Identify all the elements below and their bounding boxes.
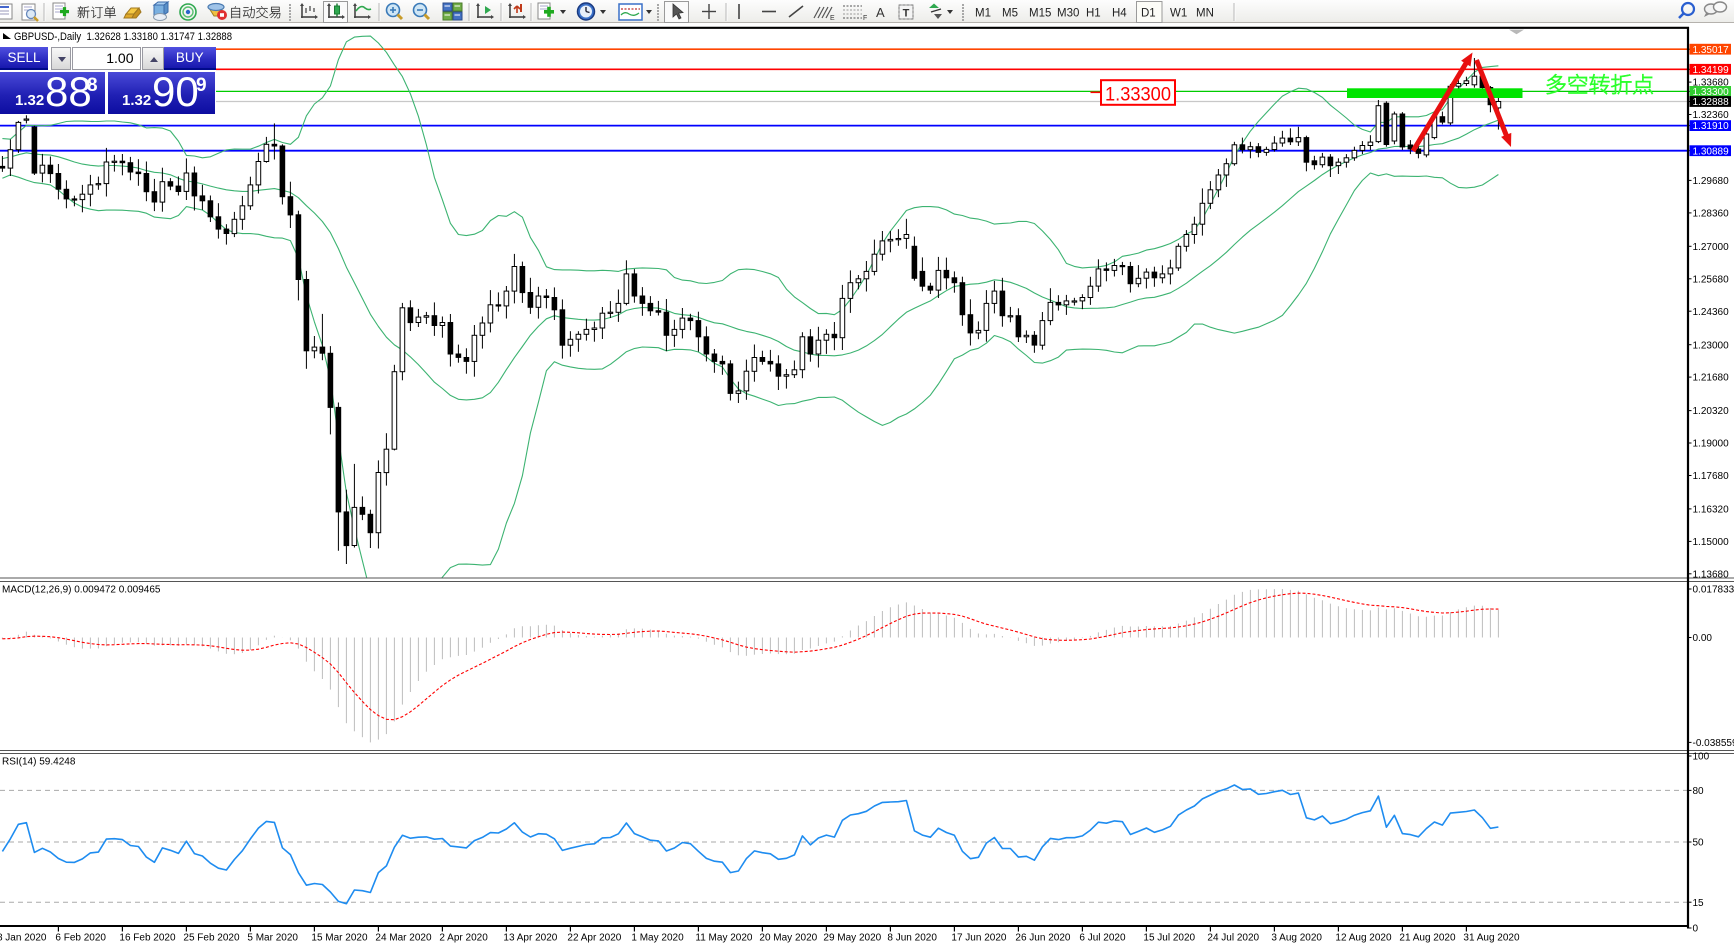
svg-text:1.33300: 1.33300 <box>1693 87 1730 98</box>
svg-text:-0.038559: -0.038559 <box>1693 738 1734 749</box>
svg-text:100: 100 <box>1693 752 1710 763</box>
svg-text:15 Mar 2020: 15 Mar 2020 <box>311 933 368 944</box>
svg-text:T: T <box>903 8 910 20</box>
svg-text:1.19000: 1.19000 <box>1693 439 1730 450</box>
svg-text:12 Aug 2020: 12 Aug 2020 <box>1335 933 1392 944</box>
svg-text:1.20320: 1.20320 <box>1693 406 1730 417</box>
svg-text:1.32360: 1.32360 <box>1693 110 1730 121</box>
svg-text:1.17680: 1.17680 <box>1693 471 1730 482</box>
svg-text:5 Mar 2020: 5 Mar 2020 <box>247 933 298 944</box>
svg-text:28 Jan 2020: 28 Jan 2020 <box>0 933 47 944</box>
svg-text:1.24360: 1.24360 <box>1693 307 1730 318</box>
svg-text:1.25680: 1.25680 <box>1693 274 1730 285</box>
svg-text:D1: D1 <box>1141 8 1156 20</box>
svg-text:8 Jun 2020: 8 Jun 2020 <box>887 933 937 944</box>
svg-text:29 May 2020: 29 May 2020 <box>823 933 881 944</box>
svg-text:1.13680: 1.13680 <box>1693 569 1730 580</box>
svg-text:GBPUSD-,Daily 1.32628 1.33180: GBPUSD-,Daily 1.32628 1.33180 1.31747 1.… <box>14 31 232 43</box>
svg-text:M5: M5 <box>1002 8 1018 20</box>
svg-text:26 Jun 2020: 26 Jun 2020 <box>1015 933 1070 944</box>
svg-text:M15: M15 <box>1029 8 1051 20</box>
svg-text:1.34199: 1.34199 <box>1693 65 1730 76</box>
svg-text:F: F <box>863 15 867 22</box>
svg-text:A: A <box>876 5 885 20</box>
svg-text:1.27000: 1.27000 <box>1693 242 1730 253</box>
svg-text:1.28360: 1.28360 <box>1693 209 1730 220</box>
svg-text:1.33680: 1.33680 <box>1693 78 1730 89</box>
svg-text:M30: M30 <box>1057 8 1079 20</box>
svg-text:1.31910: 1.31910 <box>1693 121 1730 132</box>
svg-text:24 Jul 2020: 24 Jul 2020 <box>1207 933 1259 944</box>
svg-text:RSI(14) 59.4248: RSI(14) 59.4248 <box>2 757 76 768</box>
svg-text:80: 80 <box>1693 786 1705 797</box>
svg-text:1.33300: 1.33300 <box>1105 83 1171 105</box>
svg-text:1.15000: 1.15000 <box>1693 537 1730 548</box>
svg-text:1.29680: 1.29680 <box>1693 176 1730 187</box>
svg-text:3 Aug 2020: 3 Aug 2020 <box>1271 933 1322 944</box>
svg-text:1.30889: 1.30889 <box>1693 146 1730 157</box>
svg-text:25 Feb 2020: 25 Feb 2020 <box>183 933 240 944</box>
svg-text:0.00: 0.00 <box>1693 633 1713 644</box>
svg-text:MN: MN <box>1196 8 1214 20</box>
svg-text:W1: W1 <box>1170 8 1187 20</box>
svg-text:31 Aug 2020: 31 Aug 2020 <box>1463 933 1520 944</box>
svg-text:17 Jun 2020: 17 Jun 2020 <box>951 933 1006 944</box>
svg-text:11 May 2020: 11 May 2020 <box>695 933 753 944</box>
svg-text:0.017833: 0.017833 <box>1693 585 1734 596</box>
svg-text:1.23000: 1.23000 <box>1693 340 1730 351</box>
svg-text:M1: M1 <box>975 8 991 20</box>
svg-text:MACD(12,26,9) 0.009472 0.00946: MACD(12,26,9) 0.009472 0.009465 <box>2 585 161 596</box>
svg-text:6 Feb 2020: 6 Feb 2020 <box>55 933 106 944</box>
svg-text:1.35017: 1.35017 <box>1693 45 1730 56</box>
svg-text:20 May 2020: 20 May 2020 <box>759 933 817 944</box>
svg-text:22 Apr 2020: 22 Apr 2020 <box>567 933 621 944</box>
svg-text:6 Jul 2020: 6 Jul 2020 <box>1079 933 1126 944</box>
svg-text:1.32888: 1.32888 <box>1693 97 1730 108</box>
svg-text:0: 0 <box>1693 924 1699 935</box>
svg-text:1 May 2020: 1 May 2020 <box>631 933 684 944</box>
svg-text:E: E <box>830 15 835 22</box>
svg-text:24 Mar 2020: 24 Mar 2020 <box>375 933 432 944</box>
svg-text:15 Jul 2020: 15 Jul 2020 <box>1143 933 1195 944</box>
svg-text:1.16320: 1.16320 <box>1693 505 1730 516</box>
svg-text:2 Apr 2020: 2 Apr 2020 <box>439 933 488 944</box>
svg-text:21 Aug 2020: 21 Aug 2020 <box>1399 933 1456 944</box>
svg-text:1.21680: 1.21680 <box>1693 373 1730 384</box>
svg-text:16 Feb 2020: 16 Feb 2020 <box>119 933 176 944</box>
svg-text:13 Apr 2020: 13 Apr 2020 <box>503 933 557 944</box>
svg-text:H4: H4 <box>1112 8 1127 20</box>
svg-text:50: 50 <box>1693 838 1705 849</box>
svg-text:15: 15 <box>1693 898 1705 909</box>
svg-text:H1: H1 <box>1086 8 1101 20</box>
